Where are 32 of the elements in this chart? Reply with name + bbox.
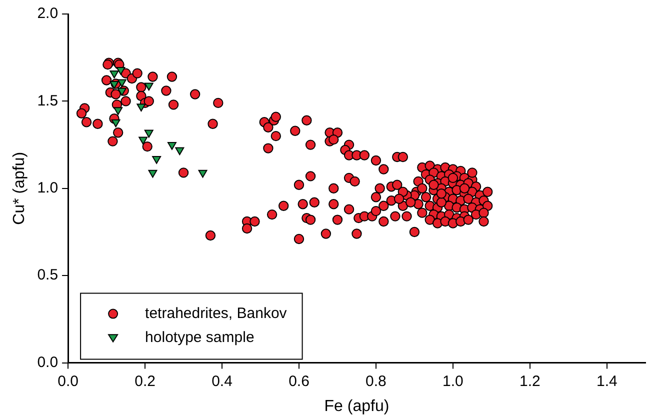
y-axis-title: Cu* (apfu) xyxy=(11,152,28,225)
point xyxy=(167,142,176,150)
y-tick-label: 0.0 xyxy=(37,354,58,371)
x-tick-label: 0.6 xyxy=(288,372,310,390)
legend-label: holotype sample xyxy=(145,328,254,346)
point xyxy=(111,119,120,128)
point xyxy=(117,88,126,96)
x-axis-title: Fe (apfu) xyxy=(324,398,390,415)
x-tick-label: 0.2 xyxy=(134,372,156,390)
point xyxy=(144,130,154,138)
x-tick-label: 0.8 xyxy=(366,372,386,390)
y-tick-label: 1.5 xyxy=(37,92,58,110)
point xyxy=(144,82,154,91)
point xyxy=(117,79,126,88)
x-tick-label: 0.4 xyxy=(212,372,232,390)
point xyxy=(114,107,123,116)
x-tick-label: 0.0 xyxy=(58,372,78,390)
y-tick-label: 2.0 xyxy=(37,5,58,22)
y-tick-label: 1.0 xyxy=(37,180,58,197)
point xyxy=(136,104,146,112)
x-tick-label: 1.2 xyxy=(520,372,540,390)
point xyxy=(110,70,119,78)
point xyxy=(148,170,158,178)
point xyxy=(116,67,126,75)
point xyxy=(198,170,208,178)
x-tick-label: 1.4 xyxy=(596,372,618,390)
point xyxy=(138,136,148,145)
y-tick-label: 0.5 xyxy=(37,266,58,284)
point xyxy=(175,147,184,156)
legend-label: tetrahedrites, Bankov xyxy=(145,304,288,322)
x-tick-label: 1.0 xyxy=(442,372,464,390)
point xyxy=(152,156,162,164)
